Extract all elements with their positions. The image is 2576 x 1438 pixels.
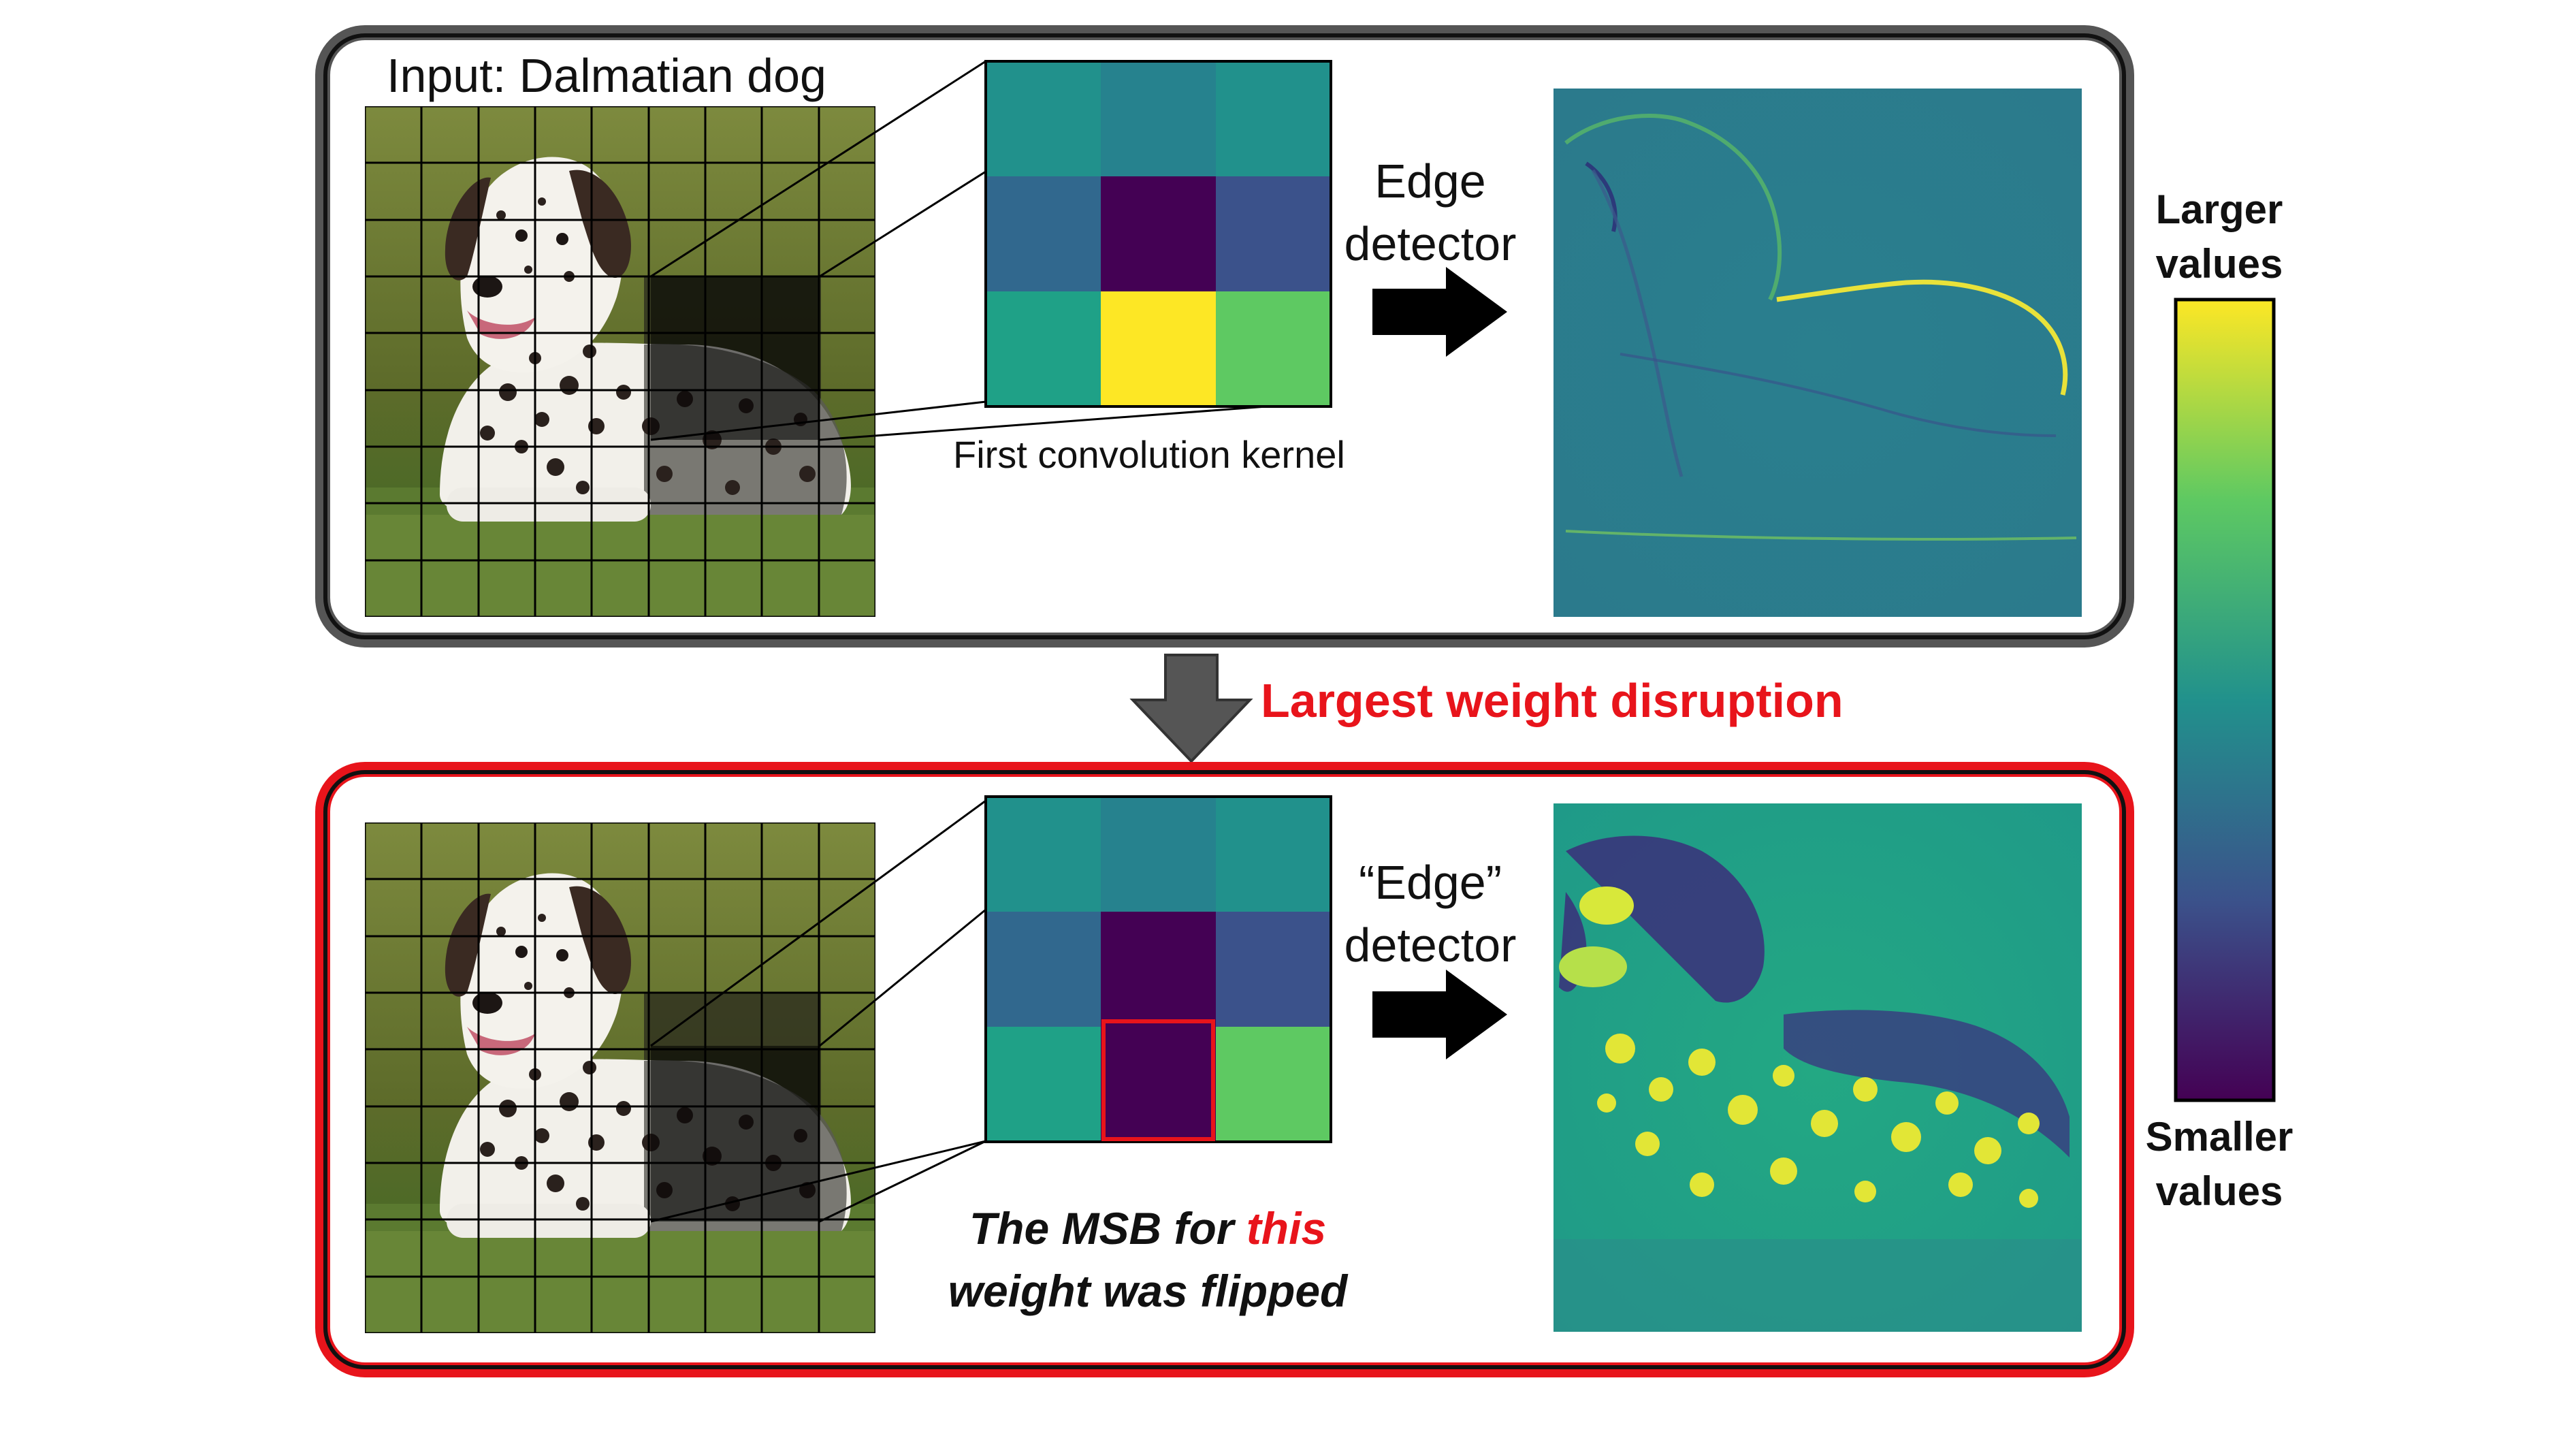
kernel-cell — [1216, 291, 1331, 406]
colorbar-bottom-line1: Smaller — [2145, 1114, 2293, 1160]
kernel-cell — [986, 1027, 1101, 1142]
kernel-cell — [1216, 912, 1331, 1027]
msb-caption-part1: The MSB for — [969, 1203, 1246, 1253]
kernel-cell — [1216, 61, 1331, 176]
down-arrow — [1129, 654, 1253, 763]
kernel-cell — [986, 912, 1101, 1027]
kernel-cell — [1216, 1027, 1331, 1142]
colorbar-bottom-label: Smaller values — [2110, 1110, 2328, 1219]
colorbar-top-line2: values — [2155, 241, 2283, 287]
edge-detector-bottom-line1: “Edge” — [1358, 856, 1502, 909]
kernel-cell — [1101, 797, 1216, 912]
zoom-lines-top — [650, 60, 1331, 441]
edge-detector-top-line1: Edge — [1374, 155, 1486, 208]
edge-detector-label-bottom: “Edge” detector — [1325, 851, 1536, 977]
edge-detector-top-line2: detector — [1344, 217, 1517, 271]
colorbar — [2174, 298, 2276, 1102]
zoom-lines-bottom — [650, 799, 986, 1223]
bottom-panel-inner-frame — [323, 770, 2126, 1369]
msb-caption: The MSB for this weight was flipped — [903, 1197, 1393, 1323]
top-panel-inner-frame — [323, 33, 2126, 639]
kernel-cell — [1101, 912, 1216, 1027]
input-image-bottom — [365, 822, 875, 1333]
feature-map-top — [1553, 89, 2082, 617]
kernel-cell — [1101, 1027, 1216, 1142]
kernel-caption: First convolution kernel — [953, 433, 1345, 476]
msb-caption-line2: weight was flipped — [948, 1266, 1348, 1317]
input-title: Input: Dalmatian dog — [387, 49, 826, 102]
kernel-cell — [986, 797, 1101, 912]
kernel-cell — [1216, 797, 1331, 912]
edge-detector-label-top: Edge detector — [1325, 150, 1536, 276]
kernel-border — [984, 795, 1332, 1143]
feature-map-bottom — [1553, 803, 2082, 1332]
kernel-cell — [986, 176, 1101, 291]
kernel-cell — [1101, 176, 1216, 291]
msb-caption-line1: The MSB for this — [903, 1197, 1393, 1260]
kernel-flipped — [984, 795, 1332, 1143]
kernel-cell — [1216, 176, 1331, 291]
kernel-cell — [1101, 291, 1216, 406]
kernel-cell — [986, 291, 1101, 406]
colorbar-bottom-line2: values — [2155, 1168, 2283, 1215]
colorbar-top-line1: Larger — [2155, 187, 2283, 232]
kernel-original — [984, 60, 1332, 408]
kernel-cell — [986, 61, 1101, 176]
arrow-bottom — [1372, 970, 1507, 1059]
colorbar-top-label: Larger values — [2110, 182, 2328, 292]
kernel-border — [984, 60, 1332, 408]
input-image-top — [365, 106, 875, 617]
arrow-top — [1372, 267, 1507, 357]
kernel-cell — [1101, 61, 1216, 176]
weight-disruption-label: Largest weight disruption — [1261, 674, 1844, 727]
msb-caption-highlight: this — [1246, 1203, 1327, 1253]
flipped-weight-highlight — [1101, 1019, 1215, 1141]
edge-detector-bottom-line2: detector — [1344, 918, 1517, 972]
